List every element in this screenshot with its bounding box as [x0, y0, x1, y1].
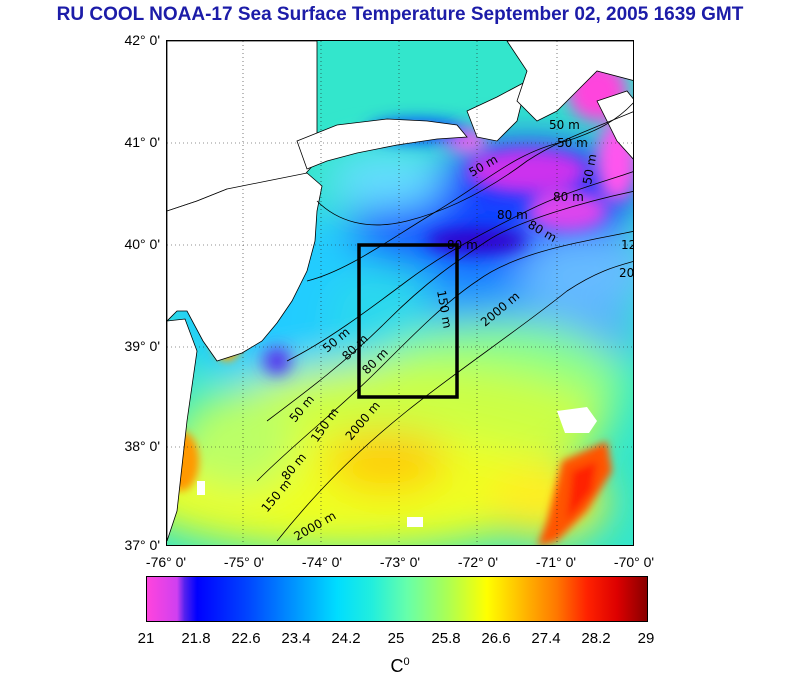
colorbar-unit-sup: 0 [403, 656, 410, 668]
contour-label: 120 [621, 238, 634, 252]
bathymetry-contours [256, 102, 633, 542]
lon-label-72: -72° 0' [457, 554, 499, 570]
colorbar-tick: 29 [637, 630, 655, 647]
lat-label-37: 37° 0' [124, 537, 160, 553]
contour-label: 20 [619, 266, 634, 280]
lat-label-38: 38° 0' [124, 438, 160, 454]
temperature-colorbar [146, 576, 648, 622]
lat-label-42: 42° 0' [124, 32, 160, 48]
lat-label-41: 41° 0' [124, 134, 160, 150]
colorbar-tick: 22.6 [231, 630, 261, 647]
map-title: RU COOL NOAA-17 Sea Surface Temperature … [56, 4, 744, 25]
colorbar-tick: 25.8 [431, 630, 461, 647]
lon-label-70: -70° 0' [613, 554, 655, 570]
study-area-box [357, 243, 459, 399]
contour-label: 50 m [557, 136, 588, 150]
colorbar-tick: 27.4 [531, 630, 561, 647]
lat-label-40: 40° 0' [124, 236, 160, 252]
lon-label-73: -73° 0' [379, 554, 421, 570]
cloud-mask [197, 407, 597, 527]
lon-label-74: -74° 0' [301, 554, 343, 570]
colorbar-tick: 21.8 [181, 630, 211, 647]
colorbar-tick: 25 [387, 630, 405, 647]
contour-label: 150 m [434, 289, 454, 329]
contour-label: 50 m [549, 118, 580, 132]
colorbar-tick: 23.4 [281, 630, 311, 647]
colorbar-unit-base: C [390, 656, 404, 676]
contour-label: 80 m [447, 238, 478, 252]
lon-label-75: -75° 0' [223, 554, 265, 570]
contour-label: 80 m [497, 208, 528, 222]
lon-label-76: -76° 0' [145, 554, 187, 570]
lat-label-39: 39° 0' [124, 338, 160, 354]
colorbar-unit: C0 [370, 656, 430, 677]
colorbar-tick: 26.6 [481, 630, 511, 647]
land [167, 41, 633, 542]
sst-map-canvas: 50 m 50 m 50 m 50 m 50 m 80 m 80 m 80 m … [167, 41, 634, 545]
contour-label: 80 m [553, 190, 584, 204]
sst-map[interactable]: 50 m 50 m 50 m 50 m 50 m 80 m 80 m 80 m … [166, 40, 634, 546]
colorbar-tick: 28.2 [581, 630, 611, 647]
contour-label: 50 m [580, 153, 599, 186]
lon-label-71: -71° 0' [535, 554, 577, 570]
colorbar-tick: 24.2 [331, 630, 361, 647]
graticule [167, 41, 633, 545]
colorbar-tick: 21 [137, 630, 155, 647]
